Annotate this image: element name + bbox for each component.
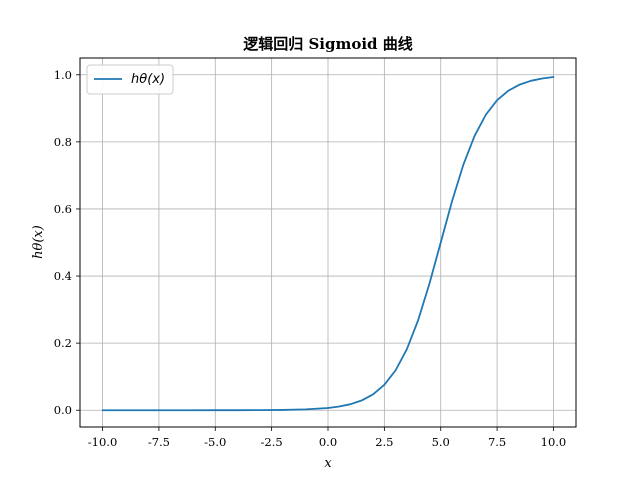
- x-axis: -10.0 -7.5 -5.0 -2.5 0.0 2.5 5.0 7.5 10.0: [88, 427, 566, 449]
- x-tick-label: -7.5: [148, 435, 170, 449]
- x-tick-label: 2.5: [375, 435, 393, 449]
- series-layer: [101, 76, 555, 412]
- y-tick-label: 1.0: [54, 68, 72, 82]
- y-axis-title: hθ(x): [31, 225, 46, 259]
- x-tick-label: -10.0: [88, 435, 118, 449]
- x-tick-label: 0.0: [319, 435, 337, 449]
- y-axis-title-text: hθ(x): [31, 225, 46, 259]
- series-line-0: [101, 76, 555, 412]
- x-tick-label: 5.0: [432, 435, 450, 449]
- y-tick-label: 0.8: [54, 135, 72, 149]
- y-axis: 0.0 0.2 0.4 0.6 0.8 1.0: [54, 68, 80, 417]
- legend-label: hθ(x): [131, 72, 165, 87]
- x-tick-label: -2.5: [261, 435, 283, 449]
- y-tick-label: 0.4: [54, 269, 72, 283]
- legend: hθ(x): [86, 64, 174, 95]
- chart-title: 逻辑回归 Sigmoid 曲线: [243, 35, 413, 53]
- svg-text:hθ(x): hθ(x): [31, 225, 46, 259]
- y-tick-label: 0.6: [54, 202, 72, 216]
- y-tick-label: 0.2: [54, 336, 72, 350]
- x-axis-title-text: x: [324, 456, 332, 471]
- x-tick-label: -5.0: [204, 435, 226, 449]
- grid: [80, 58, 576, 427]
- legend-box: [86, 64, 174, 95]
- x-tick-label: 7.5: [488, 435, 506, 449]
- y-tick-label: 0.0: [54, 403, 72, 417]
- x-axis-title: x: [324, 456, 332, 471]
- x-tick-label: 10.0: [541, 435, 567, 449]
